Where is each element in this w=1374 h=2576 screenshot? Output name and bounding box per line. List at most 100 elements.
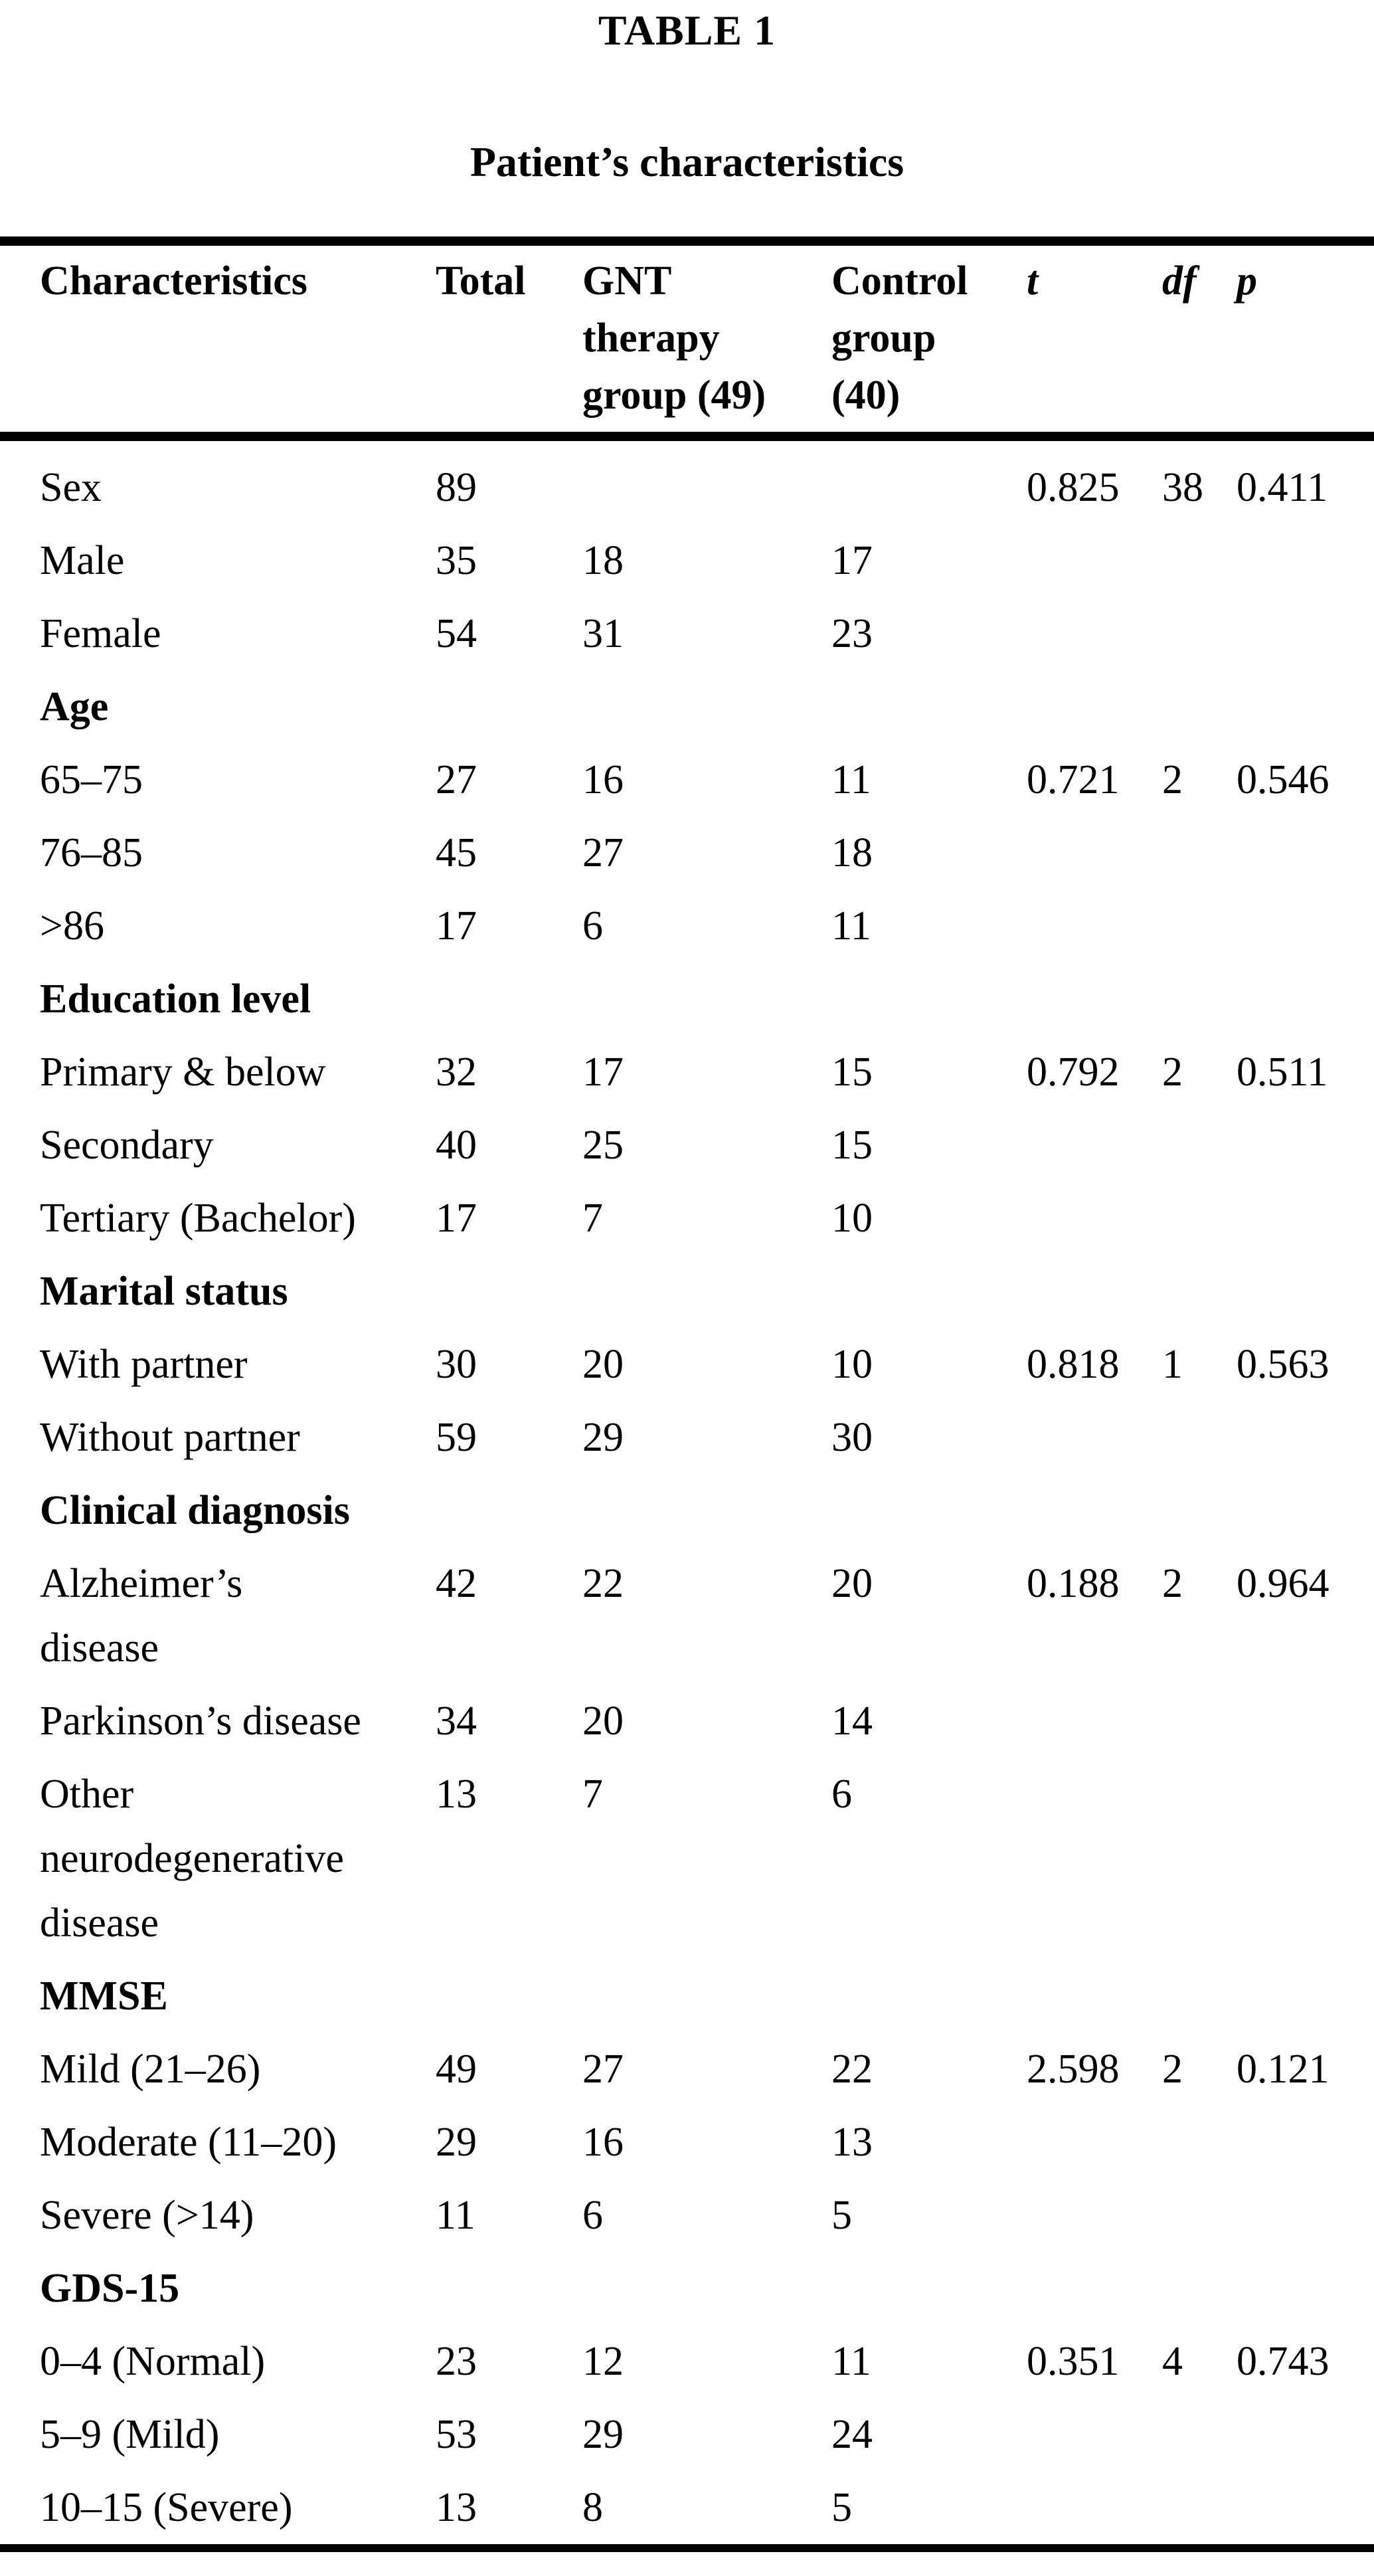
cell-gnt-group [582,1474,831,1547]
cell-gnt-group: 22 [582,1561,624,1606]
cell-total: 54 [436,611,477,656]
cell-df [1162,670,1237,743]
cell-control-group: 24 [831,2412,873,2457]
cell-characteristic: With partner [40,1342,248,1387]
cell-control-group: 20 [831,1561,873,1606]
table-row: Tertiary (Bachelor) 17 7 10 [0,1182,1374,1255]
cell-df: 38 [1162,465,1203,510]
header-row: Characteristics Total GNT therapy group … [0,241,1374,441]
cell-control-group [831,1960,1027,2033]
cell-characteristic: GDS-15 [40,2266,180,2311]
cell-characteristic: Without partner [40,1415,300,1460]
cell-df [1162,2471,1237,2548]
cell-gnt-group [582,670,831,743]
cell-characteristic: Secondary [40,1123,214,1168]
cell-df [1162,1758,1237,1960]
cell-gnt-group: 8 [582,2485,603,2530]
cell-gnt-group: 27 [582,830,624,875]
cell-total [436,670,582,743]
cell-characteristic: Moderate (11–20) [40,2120,337,2165]
cell-df [1162,816,1237,889]
cell-p-value [1237,1758,1374,1960]
table-row: Male 35 18 17 [0,524,1374,597]
cell-characteristic: Alzheimer’s disease [40,1561,243,1671]
cell-p-value: 0.563 [1237,1342,1330,1387]
cell-p-value [1237,2179,1374,2252]
cell-control-group: 10 [831,1196,873,1241]
cell-p-value: 0.511 [1237,1050,1328,1095]
table-header: Characteristics Total GNT therapy group … [0,241,1374,441]
cell-characteristic: 0–4 (Normal) [40,2339,266,2384]
header-df: df [1162,241,1237,441]
cell-gnt-group [582,1255,831,1328]
cell-p-value: 0.743 [1237,2339,1330,2384]
cell-characteristic: Sex [40,465,102,510]
cell-p-value [1237,1401,1374,1474]
cell-p-value [1237,597,1374,670]
cell-control-group: 22 [831,2047,873,2092]
cell-characteristic: 65–75 [40,757,143,802]
cell-characteristic: Severe (>14) [40,2193,254,2238]
cell-gnt-group: 6 [582,903,603,949]
cell-control-group: 15 [831,1050,873,1095]
cell-control-group: 11 [831,757,871,802]
table-row: Severe (>14) 11 6 5 [0,2179,1374,2252]
cell-total: 29 [436,2120,477,2165]
cell-total: 27 [436,757,477,802]
cell-t-statistic: 0.188 [1027,1561,1120,1606]
cell-gnt-group: 7 [582,1772,603,1817]
cell-total [436,963,582,1036]
cell-total: 40 [436,1123,477,1168]
cell-df [1162,1401,1237,1474]
cell-df [1162,1960,1237,2033]
cell-df: 2 [1162,757,1183,802]
cell-total: 13 [436,1772,477,1817]
cell-t-statistic [1027,1401,1162,1474]
section-row: Age [0,670,1374,743]
cell-gnt-group: 25 [582,1123,624,1168]
cell-p-value [1237,670,1374,743]
table-row: Other neurodegenerative disease 13 7 6 [0,1758,1374,1960]
cell-df [1162,2179,1237,2252]
cell-gnt-group: 20 [582,1699,624,1744]
cell-control-group: 15 [831,1123,873,1168]
section-row: Clinical diagnosis [0,1474,1374,1547]
table-row: Moderate (11–20) 29 16 13 [0,2106,1374,2179]
cell-df [1162,889,1237,963]
cell-characteristic: >86 [40,903,104,949]
cell-total: 34 [436,1699,477,1744]
table-caption: Patient’s characteristics [470,138,904,185]
cell-total: 45 [436,830,477,875]
cell-total: 89 [436,465,477,510]
cell-total: 17 [436,903,477,949]
cell-total: 23 [436,2339,477,2384]
cell-control-group: 10 [831,1342,873,1387]
cell-gnt-group: 27 [582,2047,624,2092]
table-row: 76–85 45 27 18 [0,816,1374,889]
cell-df: 1 [1162,1342,1183,1387]
header-characteristics: Characteristics [0,241,436,441]
cell-p-value [1237,1182,1374,1255]
section-row: MMSE [0,1960,1374,2033]
cell-control-group [831,436,1027,524]
cell-df [1162,1474,1237,1547]
table-row: Sex 89 0.825 38 0.411 [0,436,1374,524]
cell-t-statistic [1027,597,1162,670]
cell-p-value [1237,2471,1374,2548]
cell-gnt-group: 29 [582,2412,624,2457]
header-t-statistic: t [1027,241,1162,441]
cell-p-value [1237,2398,1374,2471]
table-row: Alzheimer’s disease 42 22 20 0.188 2 0.964 [0,1547,1374,1685]
cell-total [436,2252,582,2325]
cell-p-value [1237,1685,1374,1758]
cell-control-group [831,2252,1027,2325]
table-row: 10–15 (Severe) 13 8 5 [0,2471,1374,2548]
cell-control-group: 14 [831,1699,873,1744]
cell-control-group: 11 [831,903,871,949]
cell-p-value: 0.121 [1237,2047,1330,2092]
table-number-title: TABLE 1 [598,7,776,54]
cell-control-group: 18 [831,830,873,875]
cell-gnt-group: 12 [582,2339,624,2384]
cell-characteristic: Other neurodegenerative disease [40,1772,344,1946]
